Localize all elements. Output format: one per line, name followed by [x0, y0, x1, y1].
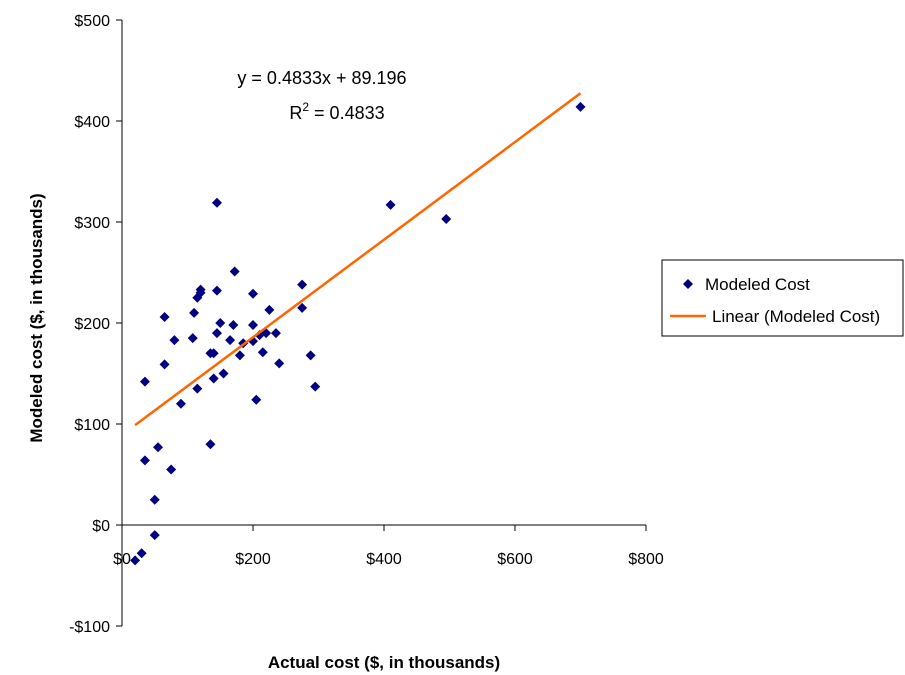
data-point [228, 320, 239, 331]
data-point [229, 266, 240, 277]
r-squared-prefix: R [289, 103, 302, 123]
data-point [297, 279, 308, 290]
r-squared-superscript: 2 [302, 100, 309, 114]
data-point [205, 439, 216, 450]
trendline [134, 92, 582, 427]
data-point [385, 199, 396, 210]
data-point [297, 302, 308, 313]
data-point [175, 398, 186, 409]
y-tick-label: $300 [74, 215, 110, 232]
r-squared-value: = 0.4833 [309, 103, 385, 123]
data-point [169, 335, 180, 346]
x-tick-label: $800 [628, 551, 664, 568]
data-point [441, 213, 452, 224]
data-point [234, 350, 245, 361]
r-squared-label: R2 = 0.4833 [289, 100, 384, 123]
x-tick-label: $600 [497, 551, 533, 568]
y-tick-label: $500 [74, 13, 110, 30]
data-point [305, 350, 316, 361]
y-tick-label: $100 [74, 417, 110, 434]
data-point [187, 333, 198, 344]
data-point [211, 328, 222, 339]
data-point [189, 307, 200, 318]
legend: Modeled Cost Linear (Modeled Cost) [661, 259, 904, 337]
data-point [264, 304, 275, 315]
data-point [310, 381, 321, 392]
data-point [248, 288, 258, 299]
y-tick-label: $200 [74, 316, 110, 333]
data-point [215, 318, 226, 328]
data-point [211, 197, 222, 208]
legend-marker-modeled-cost [683, 279, 693, 289]
data-point [166, 464, 177, 475]
y-tick-label: -$100 [69, 619, 110, 636]
legend-label-linear: Linear (Modeled Cost) [712, 307, 880, 326]
plot-area: -$100 $0 $100 $200 $300 $400 $500 $0 $200 $400 $60… [69, 13, 664, 636]
data-point [149, 530, 160, 541]
legend-box [661, 259, 904, 337]
data-point [274, 358, 285, 369]
data-point [195, 284, 206, 295]
data-point [575, 101, 586, 112]
data-point [218, 368, 229, 379]
data-point [225, 335, 236, 346]
data-point [208, 373, 219, 384]
y-tick-label: $400 [74, 114, 110, 131]
data-point [139, 376, 150, 387]
legend-label-modeled-cost: Modeled Cost [705, 275, 810, 294]
data-point [208, 348, 219, 359]
y-tick-label: $0 [92, 518, 110, 535]
x-tick-label: $200 [235, 551, 271, 568]
x-tick-label: $400 [366, 551, 402, 568]
trendline-equation: y = 0.4833x + 89.196 [237, 68, 406, 88]
data-point [248, 320, 258, 331]
data-point [136, 548, 147, 559]
data-point [159, 311, 170, 322]
data-point [211, 285, 222, 296]
data-point [270, 328, 281, 339]
data-point [192, 383, 203, 394]
data-point [130, 555, 141, 566]
data-point [257, 347, 268, 358]
x-axis-title: Actual cost ($, in thousands) [268, 653, 500, 672]
data-point [251, 394, 262, 405]
x-tick-label: $0 [113, 551, 131, 568]
data-point [139, 455, 150, 466]
data-point [159, 359, 170, 370]
y-axis-title: Modeled cost ($, in thousands) [27, 193, 46, 442]
data-point [149, 494, 160, 505]
data-point [153, 442, 164, 453]
